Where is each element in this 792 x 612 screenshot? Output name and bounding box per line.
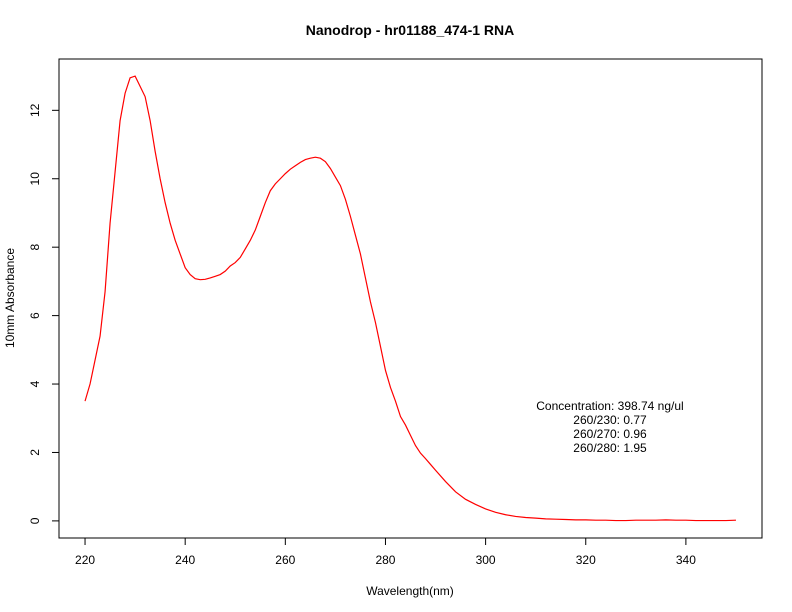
annotation-concentration: Concentration: 398.74 ng/ul <box>536 399 683 413</box>
x-tick-label: 240 <box>175 553 195 567</box>
stats-annotations: Concentration: 398.74 ng/ul 260/230: 0.7… <box>536 399 683 455</box>
x-tick-label: 220 <box>75 553 95 567</box>
annotation-260-270: 260/270: 0.96 <box>573 427 647 441</box>
y-tick-label: 6 <box>28 312 42 319</box>
y-tick-label: 8 <box>28 244 42 251</box>
y-tick-label: 12 <box>28 103 42 117</box>
annotation-260-230: 260/230: 0.77 <box>573 413 647 427</box>
x-tick-label: 340 <box>676 553 696 567</box>
x-tick-label: 260 <box>275 553 295 567</box>
x-tick-label: 300 <box>476 553 496 567</box>
y-axis-label: 10mm Absorbance <box>3 248 17 348</box>
plot-frame <box>58 58 763 539</box>
x-tick-label: 320 <box>576 553 596 567</box>
y-tick-label: 10 <box>28 172 42 186</box>
chart-title: Nanodrop - hr01188_474-1 RNA <box>306 22 515 38</box>
y-axis: 0 2 4 6 8 10 12 <box>28 103 60 524</box>
y-tick-label: 4 <box>28 380 42 387</box>
x-axis-label: Wavelength(nm) <box>366 584 454 598</box>
y-tick-label: 0 <box>28 517 42 524</box>
x-axis: 220 240 260 280 300 320 340 <box>75 537 696 567</box>
y-tick-label: 2 <box>28 449 42 456</box>
annotation-260-280: 260/280: 1.95 <box>573 441 647 455</box>
x-tick-label: 280 <box>375 553 395 567</box>
absorbance-line <box>84 75 736 522</box>
